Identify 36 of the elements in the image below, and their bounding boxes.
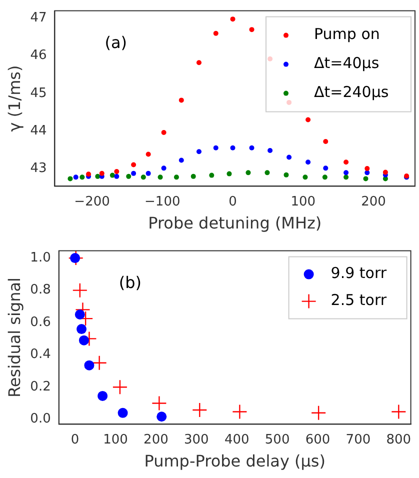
y-tick-label: 45 [30, 86, 47, 101]
y-tick-label: 47 [30, 10, 47, 26]
x-tick-label: 800 [386, 432, 412, 448]
y-tick-label: 0.8 [30, 282, 51, 298]
legend-label: Δt=240μs [314, 83, 389, 102]
y-tick-label: 46 [30, 48, 47, 64]
annotation: (b) [118, 272, 142, 292]
x-tick-label: 200 [144, 432, 168, 448]
legend-label: Δt=40μs [314, 54, 380, 72]
y-tick-label: 0.2 [30, 379, 51, 394]
y-tick-label: 0.4 [30, 347, 51, 362]
x-axis-title: Probe detuning (MHz) [148, 214, 322, 233]
x-tick-label: 600 [305, 432, 330, 448]
y-tick-label: 43 [30, 160, 47, 176]
x-tick-label: 500 [264, 432, 290, 448]
x-tick-label: −100 [144, 194, 180, 210]
x-axis-title: Pump-Probe delay (μs) [144, 452, 326, 471]
x-tick-label: 0 [228, 194, 237, 210]
x-tick-label: −200 [74, 194, 110, 210]
y-axis-title: γ (1/ms) [4, 65, 24, 132]
legend-label: 2.5 torr [330, 291, 388, 310]
legend-label: 9.9 torr [330, 264, 388, 282]
x-tick-label: 100 [290, 194, 316, 210]
y-axis-title: Residual signal [4, 278, 24, 398]
x-tick-label: 200 [361, 194, 386, 210]
x-tick-label: 700 [346, 432, 371, 448]
y-tick-label: 0.6 [30, 314, 51, 330]
y-tick-label: 0.0 [30, 412, 51, 427]
annotation: (a) [104, 32, 128, 52]
y-tick-label: 44 [30, 123, 47, 138]
y-tick-label: 1.0 [30, 250, 51, 266]
x-tick-label: 100 [103, 432, 128, 448]
x-tick-label: 300 [184, 432, 209, 448]
legend-label: Pump on [314, 25, 380, 44]
x-tick-label: 0 [70, 432, 80, 448]
x-tick-label: 400 [224, 432, 250, 448]
